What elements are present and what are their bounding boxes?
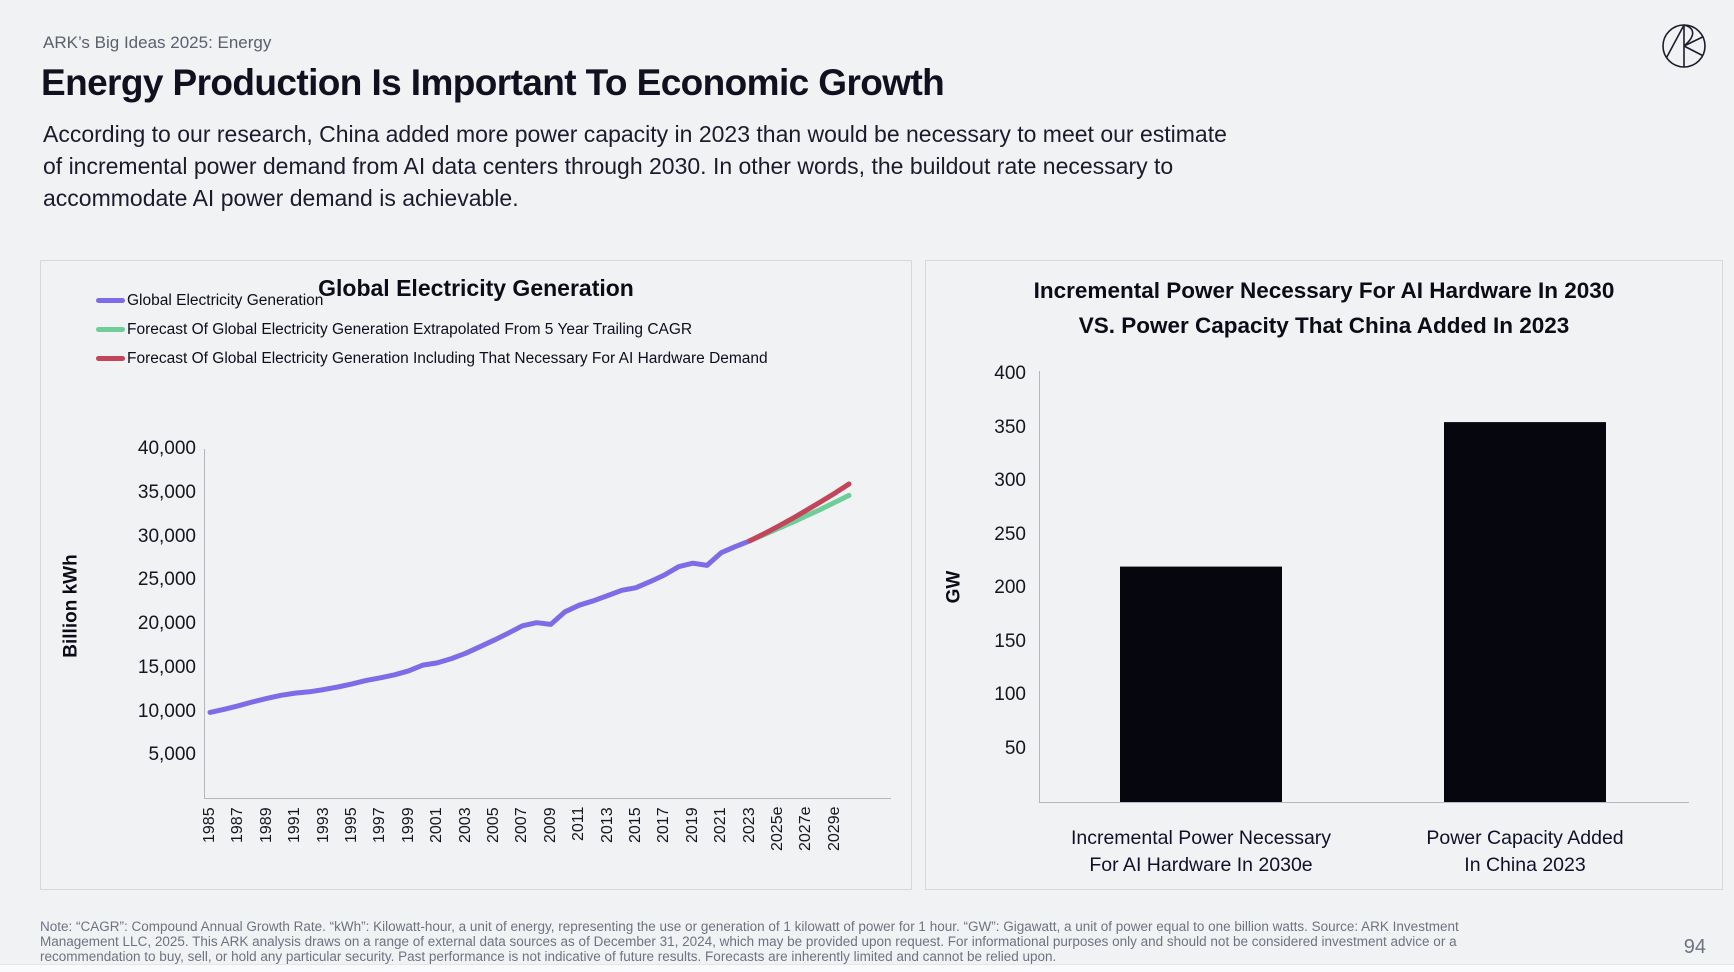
line-xtick-label: 2005 bbox=[485, 807, 502, 843]
line-chart-title: Global Electricity Generation bbox=[318, 275, 634, 301]
line-xtick-label: 1997 bbox=[371, 807, 389, 843]
bar-ytick-label: 150 bbox=[994, 630, 1026, 652]
bar-chart-title: Incremental Power Necessary For AI Hardw… bbox=[926, 273, 1722, 343]
bar-1 bbox=[1444, 422, 1606, 802]
line-xtick-label: 2015 bbox=[627, 807, 644, 843]
ark-logo-icon bbox=[1662, 24, 1706, 68]
line-xtick-label: 1985 bbox=[201, 807, 218, 843]
page-number: 94 bbox=[1683, 936, 1706, 958]
line-xtick-label: 2011 bbox=[570, 807, 588, 842]
bar-ytick-label: 100 bbox=[994, 684, 1026, 705]
bar-0 bbox=[1120, 566, 1282, 802]
bar-ytick-label: 400 bbox=[994, 363, 1026, 384]
eyebrow: ARK’s Big Ideas 2025: Energy bbox=[43, 33, 272, 52]
subtitle-line-1: According to our research, China added m… bbox=[43, 121, 1227, 147]
line-xtick-label: 2013 bbox=[598, 807, 616, 843]
line-ytick-label: 20,000 bbox=[137, 613, 196, 634]
legend-swatch-icon bbox=[96, 298, 125, 303]
subtitle-line-2: of incremental power demand from AI data… bbox=[43, 153, 1174, 179]
legend-item-2: Forecast Of Global Electricity Generatio… bbox=[96, 350, 768, 367]
bar-ytick-label: 200 bbox=[994, 577, 1026, 598]
page-title: Energy Production Is Important To Econom… bbox=[41, 62, 945, 103]
line-xtick-label: 2023 bbox=[740, 807, 758, 843]
bottom-strip bbox=[0, 964, 1734, 972]
line-ytick-label: 5,000 bbox=[148, 744, 196, 766]
line-xtick-label: 2003 bbox=[456, 807, 474, 843]
legend-label: Forecast Of Global Electricity Generatio… bbox=[127, 320, 693, 338]
bar-ytick-label: 50 bbox=[1004, 737, 1026, 759]
bar-category-label-1: Power Capacity Added In China 2023 bbox=[1426, 827, 1624, 876]
line-xtick-label: 2027e bbox=[797, 807, 815, 852]
line-series-0 bbox=[207, 538, 753, 715]
footnote: Note: “CAGR”: Compound Annual Growth Rat… bbox=[40, 919, 1459, 964]
line-xtick-label: 2025e bbox=[769, 807, 786, 852]
subtitle-line-3: accommodate AI power demand is achievabl… bbox=[43, 185, 519, 211]
bar-chart-title-line-1: Incremental Power Necessary For AI Hardw… bbox=[1033, 278, 1615, 303]
legend-swatch-icon bbox=[96, 356, 125, 361]
line-ytick-label: 25,000 bbox=[137, 569, 196, 591]
line-xtick-label: 1999 bbox=[399, 807, 417, 843]
bar-chart-panel: Incremental Power Necessary For AI Hardw… bbox=[925, 260, 1723, 890]
legend-item-0: Global Electricity Generation bbox=[96, 292, 768, 309]
line-series-2 bbox=[747, 481, 852, 544]
line-ytick-label: 10,000 bbox=[137, 700, 196, 722]
line-xtick-label: 1991 bbox=[286, 807, 304, 843]
legend-swatch-icon bbox=[96, 327, 125, 332]
line-xtick-label: 2001 bbox=[428, 807, 446, 843]
legend-label: Forecast Of Global Electricity Generatio… bbox=[127, 349, 768, 367]
line-xtick-label: 1989 bbox=[257, 807, 275, 843]
line-ylabel-wrap: Billion kWh bbox=[51, 431, 93, 781]
bar-chart-title-line-2: VS. Power Capacity That China Added In 2… bbox=[1078, 313, 1570, 338]
line-xtick-label: 2017 bbox=[655, 807, 673, 843]
bar-ytick-label: 250 bbox=[994, 523, 1026, 545]
line-xtick-label: 2021 bbox=[712, 807, 730, 843]
line-xtick-label: 2007 bbox=[513, 807, 531, 843]
bar-chart-plot bbox=[1039, 371, 1689, 803]
bar-ytick-label: 350 bbox=[994, 416, 1026, 438]
line-xtick-label: 1995 bbox=[343, 807, 360, 843]
line-xtick-label: 1993 bbox=[314, 807, 332, 843]
line-xtick-label: 2019 bbox=[683, 807, 701, 843]
line-chart-plot bbox=[204, 449, 891, 799]
line-ytick-label: 30,000 bbox=[137, 525, 196, 547]
line-xtick-label: 2009 bbox=[541, 807, 559, 843]
line-xtick-label: 2029e bbox=[825, 807, 843, 852]
line-chart-legend: Global Electricity Generation Forecast Of… bbox=[96, 292, 768, 367]
line-ytick-label: 35,000 bbox=[137, 481, 196, 503]
line-xtick-label: 1987 bbox=[229, 807, 247, 843]
bar-ytick-label: 300 bbox=[994, 470, 1026, 491]
subtitle: According to our research, China added m… bbox=[43, 118, 1227, 214]
line-ytick-label: 15,000 bbox=[137, 656, 196, 678]
bar-category-label-0: Incremental Power Necessary For AI Hardw… bbox=[1070, 827, 1332, 876]
legend-item-1: Forecast Of Global Electricity Generatio… bbox=[96, 321, 768, 338]
line-ytick-label: 40,000 bbox=[137, 438, 196, 459]
legend-label: Global Electricity Generation bbox=[127, 291, 324, 309]
line-chart-panel: Global Electricity Generation Global Ele… bbox=[40, 260, 912, 890]
line-ylabel: Billion kWh bbox=[61, 554, 82, 658]
